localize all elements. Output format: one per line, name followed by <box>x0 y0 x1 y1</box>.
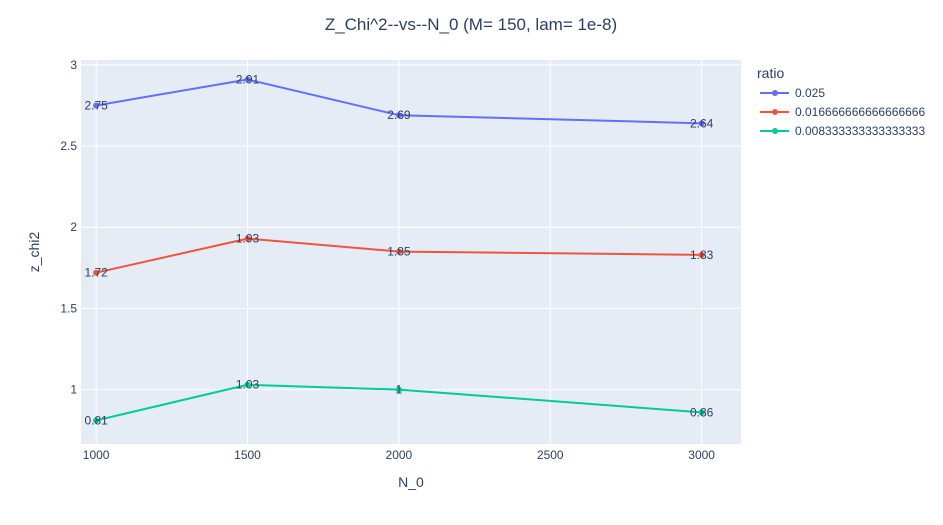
x-tick-label: 3000 <box>688 448 715 462</box>
data-point <box>395 386 402 393</box>
y-tick-label: 2 <box>70 220 77 234</box>
y-tick-label: 1.5 <box>60 301 77 315</box>
data-label: 2.91 <box>236 72 260 86</box>
data-label: 0.86 <box>690 405 714 419</box>
data-point <box>395 248 402 255</box>
y-tick-label: 3 <box>70 58 77 72</box>
data-label: 1.83 <box>690 248 714 262</box>
legend-label: 0.025 <box>795 86 825 100</box>
x-tick-label: 2500 <box>537 448 564 462</box>
data-label: 2.75 <box>84 98 108 112</box>
series-line <box>95 237 702 274</box>
legend[interactable]: ratio 0.025 0.016666666666666666 0.0083333… <box>757 65 925 138</box>
series-line <box>95 383 702 422</box>
data-point <box>93 417 100 424</box>
data-label: 0.81 <box>84 413 108 427</box>
data-label: 2.69 <box>387 108 411 122</box>
legend-item[interactable]: 0.008333333333333333 <box>760 124 925 138</box>
x-axis-ticks: 1000 1500 2000 2500 3000 <box>83 448 716 462</box>
data-label: 1 <box>396 383 403 397</box>
y-axis-title: z_chi2 <box>26 232 42 273</box>
data-point <box>93 269 100 276</box>
legend-label: 0.016666666666666666 <box>795 105 925 119</box>
data-point <box>395 112 402 119</box>
data-point <box>698 120 705 127</box>
y-tick-label: 1 <box>70 383 77 397</box>
data-label: 1.93 <box>236 232 260 246</box>
data-point <box>244 235 251 242</box>
legend-item[interactable]: 0.025 <box>760 86 825 100</box>
legend-item[interactable]: 0.016666666666666666 <box>760 105 925 119</box>
data-point <box>244 381 251 388</box>
series-layer <box>93 76 705 424</box>
x-tick-label: 1000 <box>83 448 110 462</box>
y-tick-label: 2.5 <box>60 139 77 153</box>
data-label: 1.03 <box>236 378 260 392</box>
legend-marker <box>772 109 778 115</box>
x-tick-label: 2000 <box>386 448 413 462</box>
y-axis-ticks: 1 1.5 2 2.5 3 <box>60 58 77 397</box>
series-line <box>95 78 702 125</box>
chart-title: Z_Chi^2--vs--N_0 (M= 150, lam= 1e-8) <box>325 15 617 34</box>
data-label: 2.64 <box>690 116 714 130</box>
data-label: 1.85 <box>387 245 411 259</box>
legend-marker <box>772 128 778 134</box>
data-point <box>244 76 251 83</box>
legend-title: ratio <box>757 65 784 81</box>
x-axis-title: N_0 <box>398 474 424 490</box>
data-point <box>698 409 705 416</box>
x-tick-label: 1500 <box>234 448 261 462</box>
legend-marker <box>772 90 778 96</box>
legend-label: 0.008333333333333333 <box>795 124 925 138</box>
data-labels: 2.75 2.91 2.69 2.64 1.72 1.93 1.85 1.83 0.81 1.03… <box>84 72 713 427</box>
data-point <box>698 251 705 258</box>
data-point <box>93 102 100 109</box>
data-label: 1.72 <box>84 266 108 280</box>
